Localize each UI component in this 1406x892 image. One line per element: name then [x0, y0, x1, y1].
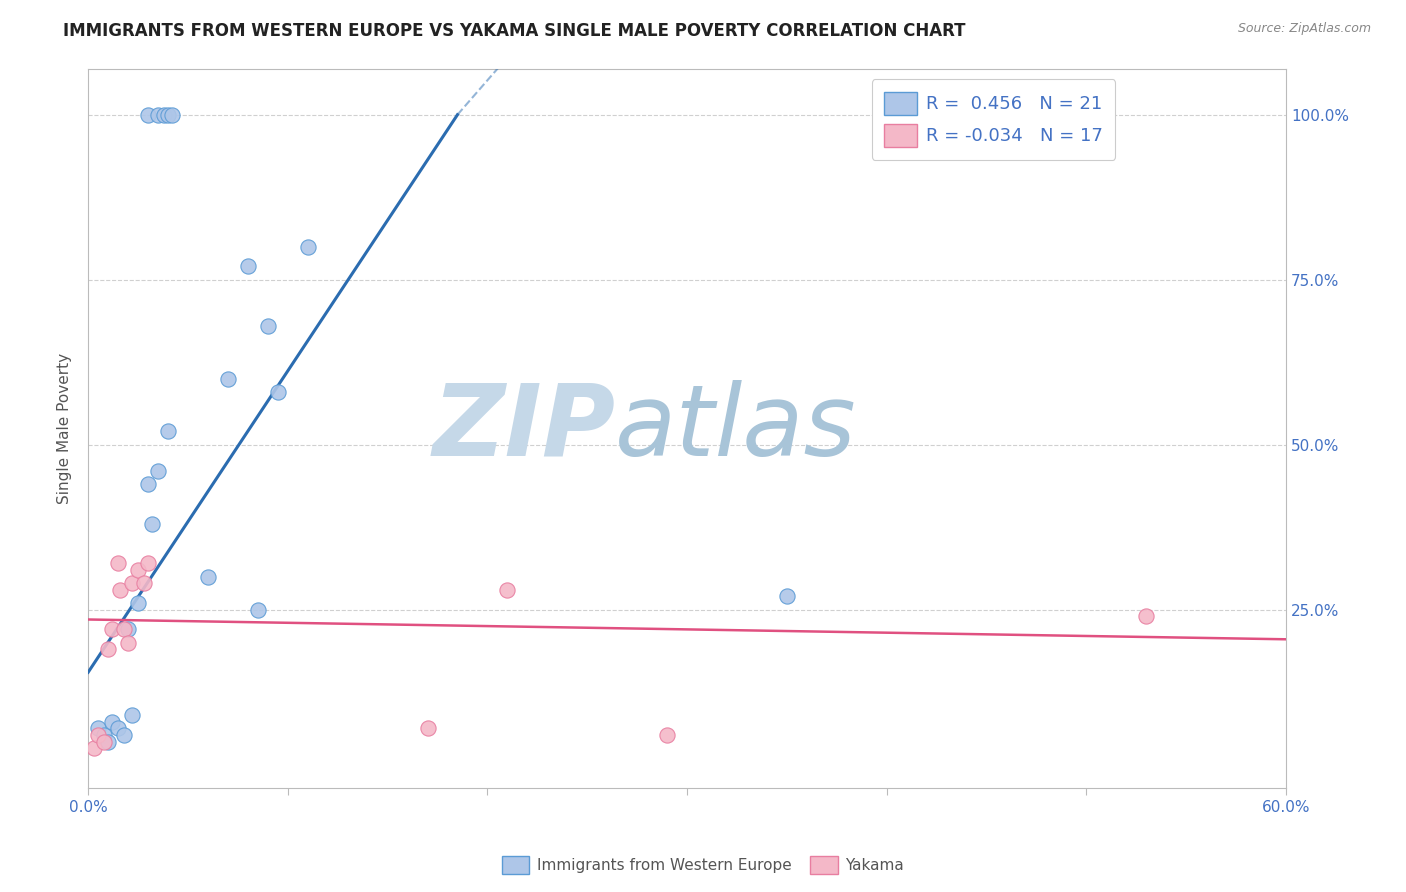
Point	[107, 557, 129, 571]
Point	[256, 318, 278, 333]
Point	[156, 425, 179, 439]
Point	[101, 714, 124, 729]
Point	[217, 371, 239, 385]
Point	[156, 108, 179, 122]
Point	[1135, 609, 1157, 624]
Point	[146, 464, 169, 478]
Point	[136, 557, 159, 571]
Point	[121, 576, 143, 591]
Point	[121, 708, 143, 723]
Point	[297, 240, 319, 254]
Point	[146, 108, 169, 122]
Legend: R =  0.456   N = 21, R = -0.034   N = 17: R = 0.456 N = 21, R = -0.034 N = 17	[872, 79, 1115, 160]
Point	[101, 623, 124, 637]
Point	[132, 576, 155, 591]
Point	[776, 590, 799, 604]
Text: Source: ZipAtlas.com: Source: ZipAtlas.com	[1237, 22, 1371, 36]
Legend: Immigrants from Western Europe, Yakama: Immigrants from Western Europe, Yakama	[496, 850, 910, 880]
Point	[160, 108, 183, 122]
Text: atlas: atlas	[616, 380, 856, 476]
Text: IMMIGRANTS FROM WESTERN EUROPE VS YAKAMA SINGLE MALE POVERTY CORRELATION CHART: IMMIGRANTS FROM WESTERN EUROPE VS YAKAMA…	[63, 22, 966, 40]
Point	[136, 108, 159, 122]
Point	[87, 728, 110, 742]
Point	[416, 722, 439, 736]
Point	[93, 734, 115, 748]
Point	[87, 722, 110, 736]
Point	[112, 728, 135, 742]
Y-axis label: Single Male Poverty: Single Male Poverty	[58, 352, 72, 504]
Point	[127, 563, 149, 577]
Point	[136, 477, 159, 491]
Point	[127, 596, 149, 610]
Point	[97, 642, 120, 657]
Point	[108, 582, 131, 597]
Point	[107, 722, 129, 736]
Point	[93, 728, 115, 742]
Point	[655, 728, 678, 742]
Point	[246, 602, 269, 616]
Point	[267, 384, 290, 399]
Point	[236, 260, 259, 274]
Point	[83, 741, 105, 756]
Point	[97, 734, 120, 748]
Point	[197, 569, 219, 583]
Point	[117, 635, 139, 649]
Point	[153, 108, 176, 122]
Point	[141, 516, 163, 531]
Point	[496, 582, 519, 597]
Text: ZIP: ZIP	[432, 380, 616, 476]
Point	[112, 623, 135, 637]
Point	[117, 623, 139, 637]
